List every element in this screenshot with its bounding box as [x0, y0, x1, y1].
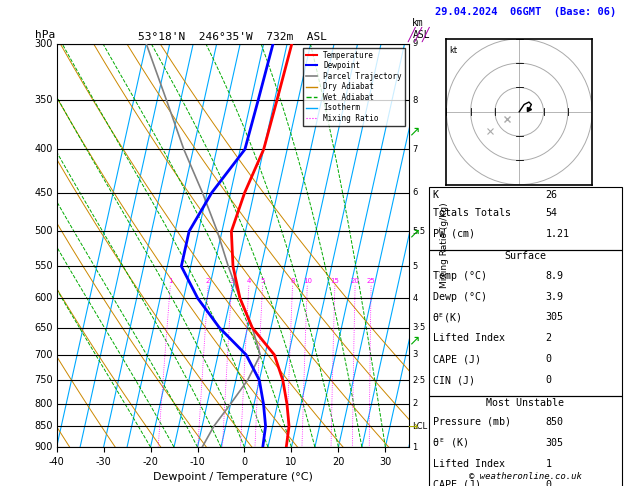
Text: 5: 5	[260, 278, 265, 284]
Text: 450: 450	[35, 188, 53, 198]
Text: PW (cm): PW (cm)	[433, 229, 475, 239]
Text: Surface: Surface	[504, 251, 546, 261]
Text: 0: 0	[545, 480, 552, 486]
Text: © weatheronline.co.uk: © weatheronline.co.uk	[469, 472, 582, 481]
Text: CAPE (J): CAPE (J)	[433, 354, 481, 364]
Text: Lifted Index: Lifted Index	[433, 333, 504, 344]
Text: 1.21: 1.21	[545, 229, 569, 239]
Text: 3·5: 3·5	[413, 323, 426, 332]
Text: CAPE (J): CAPE (J)	[433, 480, 481, 486]
Text: 900: 900	[35, 442, 53, 452]
Text: 8: 8	[290, 278, 295, 284]
Text: hPa: hPa	[35, 30, 56, 40]
Text: kt: kt	[448, 46, 457, 55]
Text: 600: 600	[35, 293, 53, 303]
Text: 750: 750	[35, 375, 53, 385]
Text: θᴱ(K): θᴱ(K)	[433, 312, 462, 323]
Text: ╱╱╱: ╱╱╱	[408, 27, 430, 42]
Text: Lifted Index: Lifted Index	[433, 459, 504, 469]
Text: 2: 2	[206, 278, 210, 284]
Text: km
ASL: km ASL	[413, 18, 430, 40]
Text: 8.9: 8.9	[545, 271, 564, 281]
Text: 700: 700	[35, 350, 53, 360]
Bar	[428, 396, 622, 486]
Text: 850: 850	[35, 421, 53, 431]
Text: 20: 20	[350, 278, 360, 284]
Text: 1: 1	[168, 278, 172, 284]
Text: 305: 305	[545, 438, 564, 448]
Text: 650: 650	[35, 323, 53, 332]
X-axis label: Dewpoint / Temperature (°C): Dewpoint / Temperature (°C)	[153, 472, 313, 483]
Text: 54: 54	[545, 208, 557, 218]
Text: 7: 7	[413, 145, 418, 154]
Text: Pressure (mb): Pressure (mb)	[433, 417, 511, 427]
Text: 0: 0	[545, 354, 552, 364]
Text: 0: 0	[545, 375, 552, 385]
Text: 1: 1	[545, 459, 552, 469]
Text: 4: 4	[413, 294, 418, 303]
Text: 2: 2	[545, 333, 552, 344]
Text: Mixing Ratio (g/kg): Mixing Ratio (g/kg)	[440, 203, 448, 288]
Text: ↗: ↗	[408, 333, 419, 347]
Text: 5: 5	[413, 262, 418, 271]
Bar	[428, 250, 622, 396]
Legend: Temperature, Dewpoint, Parcel Trajectory, Dry Adiabat, Wet Adiabat, Isotherm, Mi: Temperature, Dewpoint, Parcel Trajectory…	[303, 48, 405, 126]
Text: ↗: ↗	[408, 124, 419, 138]
Text: 400: 400	[35, 144, 53, 155]
Text: Temp (°C): Temp (°C)	[433, 271, 487, 281]
Text: 800: 800	[35, 399, 53, 409]
Text: θᴱ (K): θᴱ (K)	[433, 438, 469, 448]
Text: 4: 4	[247, 278, 251, 284]
Title: 53°18'N  246°35'W  732m  ASL: 53°18'N 246°35'W 732m ASL	[138, 32, 327, 42]
Text: 2: 2	[413, 399, 418, 408]
Text: 3.9: 3.9	[545, 292, 564, 302]
Text: 850: 850	[545, 417, 564, 427]
Text: Dewp (°C): Dewp (°C)	[433, 292, 487, 302]
Text: 305: 305	[545, 312, 564, 323]
Text: Most Unstable: Most Unstable	[486, 398, 564, 408]
Text: 15: 15	[330, 278, 339, 284]
Text: 9: 9	[413, 39, 418, 48]
Text: K: K	[433, 190, 438, 200]
Text: 1: 1	[413, 443, 418, 451]
Text: 29.04.2024  06GMT  (Base: 06): 29.04.2024 06GMT (Base: 06)	[435, 7, 616, 17]
Text: 8: 8	[413, 96, 418, 105]
Text: 300: 300	[35, 39, 53, 49]
Text: ↗: ↗	[408, 226, 419, 240]
Text: Totals Totals: Totals Totals	[433, 208, 511, 218]
Text: 25: 25	[367, 278, 376, 284]
Text: CIN (J): CIN (J)	[433, 375, 475, 385]
Bar	[428, 187, 622, 250]
Text: LCL: LCL	[413, 422, 428, 431]
Text: 3: 3	[413, 350, 418, 359]
Text: 550: 550	[35, 261, 53, 271]
Text: 500: 500	[35, 226, 53, 236]
Text: 6: 6	[413, 188, 418, 197]
Text: 2·5: 2·5	[413, 376, 425, 385]
Text: 3: 3	[230, 278, 234, 284]
Text: 10: 10	[303, 278, 312, 284]
Text: 26: 26	[545, 190, 557, 200]
Text: 5·5: 5·5	[413, 227, 425, 236]
Text: 350: 350	[35, 95, 53, 105]
Text: →: →	[408, 421, 418, 434]
